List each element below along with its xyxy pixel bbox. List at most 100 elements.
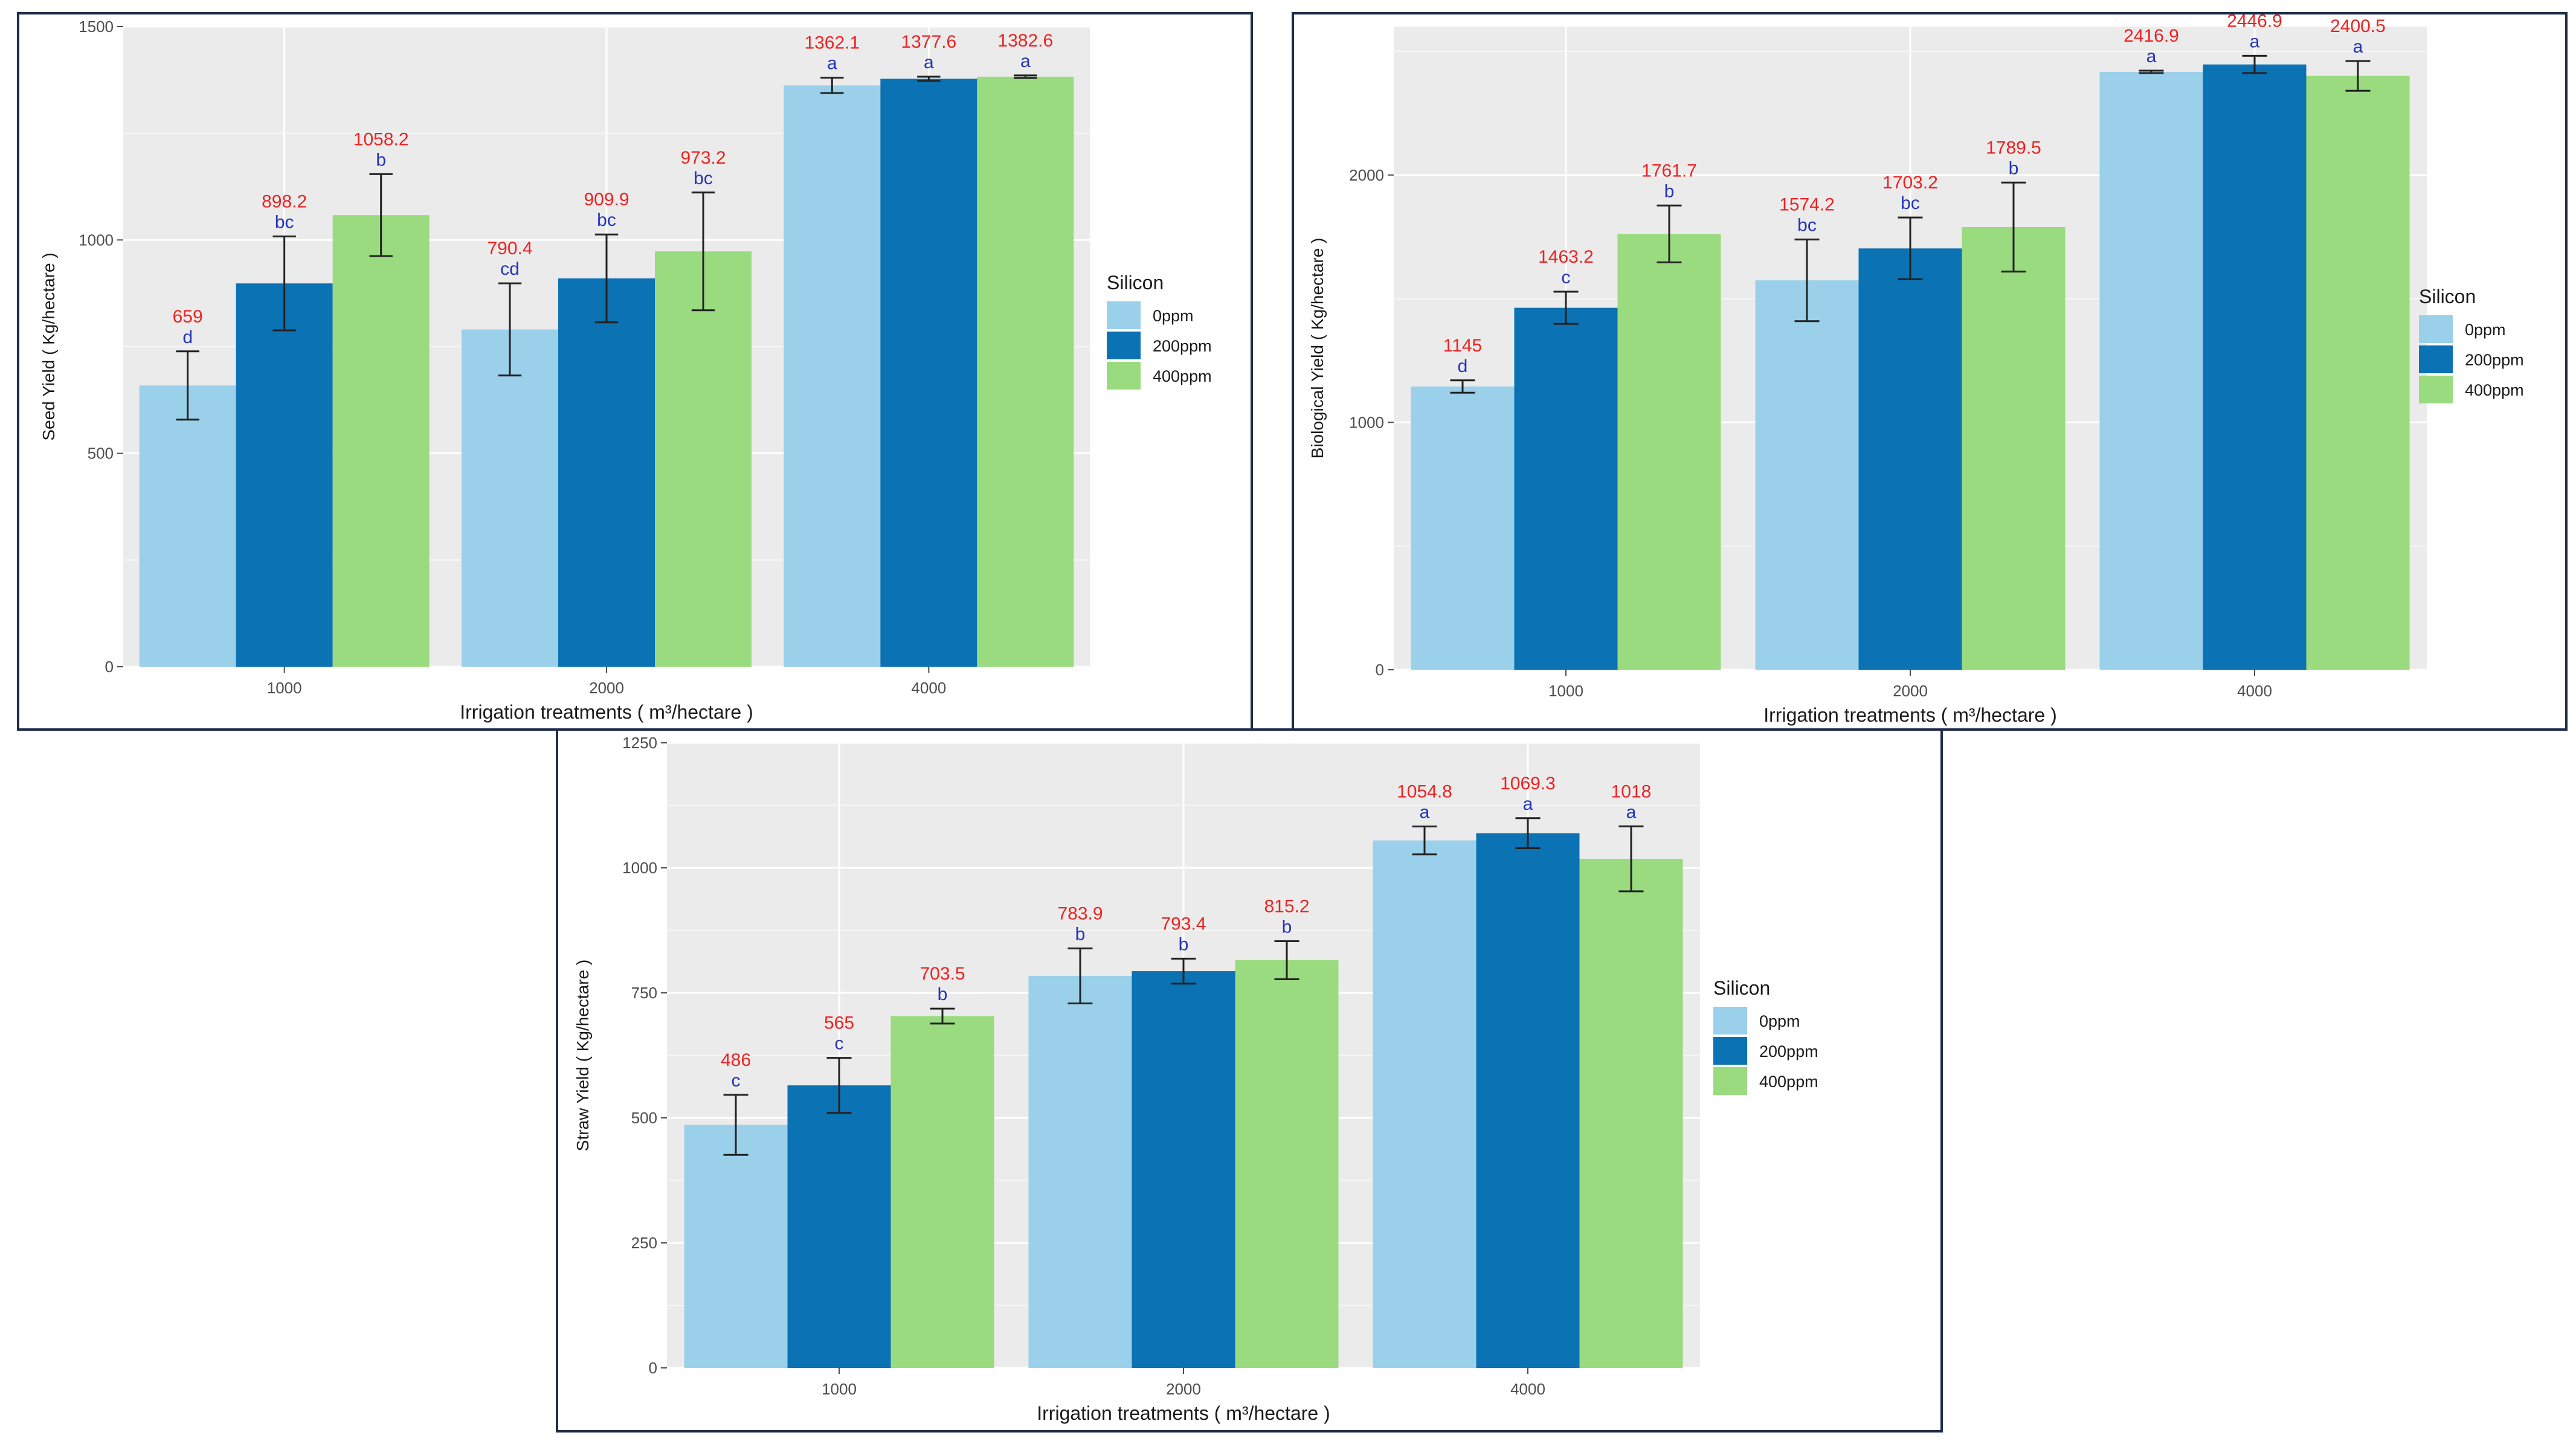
group-letter-label: c — [835, 1034, 844, 1054]
legend-key-200ppm — [1713, 1037, 1747, 1065]
y-tick-label: 250 — [631, 1234, 657, 1252]
legend-title: Silicon — [2419, 286, 2476, 307]
bar-400ppm-2000 — [655, 251, 752, 667]
group-letter-label: b — [1664, 181, 1675, 201]
group-letter-label: bc — [694, 168, 713, 188]
bar-200ppm-4000 — [1476, 833, 1580, 1368]
group-letter-label: b — [1179, 934, 1189, 954]
group-letter-label: bc — [1901, 193, 1920, 213]
bar-400ppm-2000 — [1962, 226, 2066, 670]
bar-400ppm-4000 — [1579, 859, 1683, 1368]
group-letter-label: bc — [597, 210, 616, 230]
y-tick-label: 1000 — [622, 859, 657, 877]
x-tick-label: 2000 — [1166, 1380, 1201, 1398]
data-value-label: 1054.8 — [1397, 781, 1452, 801]
bar-0ppm-4000 — [784, 85, 881, 667]
legend-label-200ppm: 200ppm — [1153, 337, 1212, 355]
bar-0ppm-4000 — [2099, 72, 2203, 670]
group-letter-label: a — [2250, 31, 2260, 51]
group-letter-label: d — [182, 327, 193, 347]
data-value-label: 1058.2 — [353, 129, 409, 149]
legend-label-200ppm: 200ppm — [1759, 1042, 1818, 1060]
group-letter-label: bc — [1797, 216, 1817, 236]
straw-yield-chart: 0250500750100012501000c486c565b703.52000… — [573, 734, 1818, 1424]
y-tick-label: 1000 — [79, 231, 114, 249]
y-tick-label: 0 — [105, 658, 114, 676]
bar-400ppm-1000 — [1617, 234, 1721, 670]
group-letter-label: a — [2353, 37, 2363, 57]
bar-0ppm-2000 — [462, 329, 558, 667]
data-value-label: 2416.9 — [2124, 26, 2179, 46]
group-letter-label: a — [2146, 47, 2157, 66]
x-axis-title: Irrigation treatments ( m³/hectare ) — [460, 701, 753, 723]
legend-key-400ppm — [1713, 1067, 1747, 1095]
x-axis-title: Irrigation treatments ( m³/hectare ) — [1763, 704, 2056, 726]
group-letter-label: a — [1420, 802, 1430, 822]
bar-200ppm-4000 — [2203, 64, 2307, 670]
data-value-label: 1145 — [1443, 336, 1483, 356]
group-letter-label: d — [1458, 356, 1468, 376]
group-letter-label: cd — [500, 259, 520, 279]
bar-0ppm-1000 — [684, 1125, 788, 1368]
y-tick-label: 1250 — [622, 734, 657, 752]
legend-key-0ppm — [1107, 301, 1141, 329]
legend-key-200ppm — [2419, 345, 2453, 373]
x-tick-label: 2000 — [589, 679, 624, 697]
bar-200ppm-1000 — [787, 1085, 891, 1368]
data-value-label: 973.2 — [680, 148, 726, 168]
data-value-label: 1703.2 — [1882, 173, 1938, 193]
data-value-label: 793.4 — [1161, 914, 1206, 934]
legend-label-400ppm: 400ppm — [2465, 381, 2524, 399]
bar-200ppm-4000 — [880, 79, 977, 667]
biological-yield-panel: 0 1000 2000 1000 d 1145 c 1463.2 b 1761.7 2000 bc 15… — [1292, 12, 2568, 731]
x-tick-label: 1000 — [267, 679, 302, 697]
bar-400ppm-4000 — [977, 76, 1074, 667]
data-value-label: 1574.2 — [1779, 195, 1835, 215]
data-value-label: 1018 — [1611, 781, 1652, 801]
bar-0ppm-1000 — [139, 385, 236, 667]
bar-400ppm-4000 — [2306, 75, 2410, 670]
legend-title: Silicon — [1713, 977, 1770, 999]
bar-200ppm-2000 — [1858, 248, 1962, 670]
y-tick-label: 0 — [1376, 661, 1384, 679]
data-value-label: 486 — [721, 1050, 751, 1070]
data-value-label: 1382.6 — [997, 31, 1053, 51]
y-tick-label: 0 — [649, 1359, 657, 1377]
legend-title: Silicon — [1107, 272, 1164, 294]
bar-0ppm-2000 — [1755, 280, 1859, 670]
data-value-label: 2400.5 — [2330, 16, 2386, 36]
legend-key-0ppm — [1713, 1007, 1747, 1035]
data-value-label: 1362.1 — [804, 33, 860, 53]
data-value-label: 659 — [173, 307, 203, 327]
group-letter-label: b — [376, 150, 386, 170]
legend-label-0ppm: 0ppm — [2465, 321, 2506, 339]
x-tick-label: 1000 — [1548, 682, 1583, 700]
y-axis-title: Biological Yield ( Kg/hectare ) — [1308, 238, 1327, 459]
group-letter-label: b — [938, 984, 948, 1004]
bar-0ppm-4000 — [1373, 840, 1476, 1368]
seed-yield-panel: 0 500 1000 1500 1000 d 659 bc 898.2 b 1058.2 2000 cd… — [17, 12, 1253, 731]
y-tick-label: 2000 — [1349, 166, 1384, 184]
group-letter-label: a — [1626, 802, 1637, 822]
y-tick-label: 750 — [631, 984, 657, 1002]
data-value-label: 898.2 — [262, 192, 307, 212]
x-tick-label: 4000 — [2237, 682, 2272, 700]
data-value-label: 1377.6 — [901, 32, 956, 52]
legend-key-0ppm — [2419, 315, 2453, 343]
data-value-label: 790.4 — [487, 239, 532, 258]
data-value-label: 1463.2 — [1538, 247, 1594, 267]
bar-400ppm-2000 — [1235, 960, 1339, 1368]
legend-key-200ppm — [1107, 332, 1141, 359]
bar-400ppm-1000 — [332, 215, 430, 667]
group-letter-label: a — [1523, 794, 1533, 814]
bar-200ppm-2000 — [1132, 971, 1235, 1368]
biological-yield-chart: 0100020001000d1145c1463.2b1761.72000bc15… — [1308, 14, 2524, 726]
y-axis-title: Straw Yield ( Kg/hectare ) — [573, 960, 592, 1151]
group-letter-label: bc — [275, 213, 294, 233]
legend-label-400ppm: 400ppm — [1759, 1073, 1818, 1091]
bar-0ppm-2000 — [1028, 975, 1132, 1368]
group-letter-label: c — [1562, 268, 1571, 287]
group-letter-label: c — [732, 1071, 741, 1091]
x-tick-label: 4000 — [911, 679, 946, 697]
y-tick-label: 500 — [631, 1109, 657, 1127]
